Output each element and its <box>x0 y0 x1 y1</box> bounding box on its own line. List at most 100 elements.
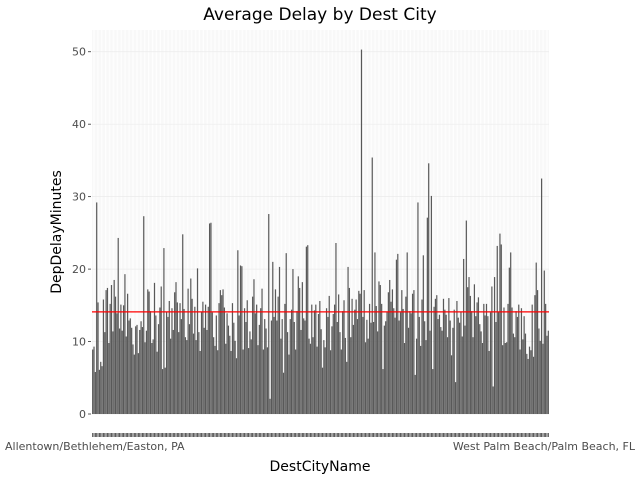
bar <box>131 327 133 414</box>
bar <box>539 340 541 414</box>
bar <box>272 261 274 414</box>
bar <box>362 316 364 414</box>
bar <box>278 266 281 414</box>
y-tick-label: 0 <box>79 408 86 421</box>
bar <box>128 320 130 414</box>
bar <box>234 340 236 414</box>
bar <box>360 49 363 415</box>
bar <box>422 255 424 414</box>
bar <box>518 304 520 414</box>
bar <box>151 342 153 414</box>
bar <box>290 309 293 414</box>
bar <box>352 324 355 414</box>
bar <box>97 302 99 414</box>
bar <box>420 345 422 414</box>
bar <box>398 320 400 414</box>
bar <box>547 330 549 414</box>
bar <box>183 308 185 414</box>
x-axis <box>92 433 549 437</box>
bar <box>113 279 115 414</box>
bar <box>405 296 407 414</box>
bar <box>165 311 168 414</box>
bar <box>379 285 381 414</box>
bar <box>323 340 325 414</box>
bar <box>493 277 496 414</box>
bar <box>190 278 192 414</box>
bar <box>156 351 158 414</box>
bar <box>492 386 494 414</box>
bar <box>180 319 182 414</box>
bar <box>489 312 492 414</box>
bar <box>144 342 146 414</box>
bar <box>149 311 152 414</box>
bar <box>215 315 217 414</box>
bar <box>286 332 289 414</box>
bar <box>320 329 322 414</box>
bar <box>265 328 267 414</box>
bar <box>464 325 466 414</box>
bar <box>304 320 306 414</box>
bar <box>485 303 488 414</box>
bar <box>535 262 537 414</box>
bar <box>285 253 287 414</box>
bar <box>543 270 545 414</box>
bar <box>512 333 514 414</box>
bar <box>245 321 247 414</box>
bar <box>394 317 396 414</box>
bar <box>106 287 109 414</box>
bar <box>221 295 223 414</box>
bar <box>348 287 351 414</box>
bar <box>292 269 294 414</box>
bar <box>176 302 178 414</box>
bar <box>297 276 299 414</box>
bar <box>145 330 148 414</box>
bar <box>160 286 162 414</box>
bar <box>223 307 226 414</box>
bar <box>129 318 131 414</box>
bar <box>253 279 255 414</box>
bar <box>210 222 212 414</box>
bar <box>213 337 215 414</box>
bar <box>317 314 320 414</box>
bar <box>440 327 442 414</box>
bar <box>282 372 285 414</box>
bar <box>179 303 181 414</box>
bar <box>199 350 201 414</box>
bar <box>452 327 454 414</box>
bar <box>269 398 271 414</box>
bar <box>378 281 380 414</box>
bar <box>127 293 129 414</box>
bar <box>472 337 474 414</box>
bar <box>399 312 402 414</box>
bar <box>92 349 94 414</box>
bar <box>359 293 361 414</box>
bar <box>364 342 367 414</box>
bar <box>387 292 389 414</box>
bar <box>299 287 301 414</box>
bar <box>450 355 453 414</box>
bar <box>436 295 438 414</box>
bar <box>195 340 197 414</box>
bar <box>519 349 521 414</box>
bar <box>303 318 305 414</box>
bar <box>307 245 309 414</box>
bar <box>479 324 481 414</box>
bar <box>421 299 423 414</box>
bar <box>453 309 455 414</box>
bar <box>235 358 238 414</box>
bar <box>480 331 482 414</box>
bar <box>410 313 412 414</box>
bar <box>409 311 411 414</box>
bar <box>504 342 506 414</box>
bar <box>109 303 111 414</box>
bar <box>247 348 250 414</box>
bar <box>414 374 416 414</box>
bar <box>366 319 368 414</box>
bar <box>295 349 297 414</box>
bar <box>204 304 207 414</box>
bar <box>284 303 286 414</box>
bar <box>403 342 406 414</box>
bar <box>172 329 174 414</box>
bar <box>488 350 490 414</box>
bar <box>293 321 295 414</box>
